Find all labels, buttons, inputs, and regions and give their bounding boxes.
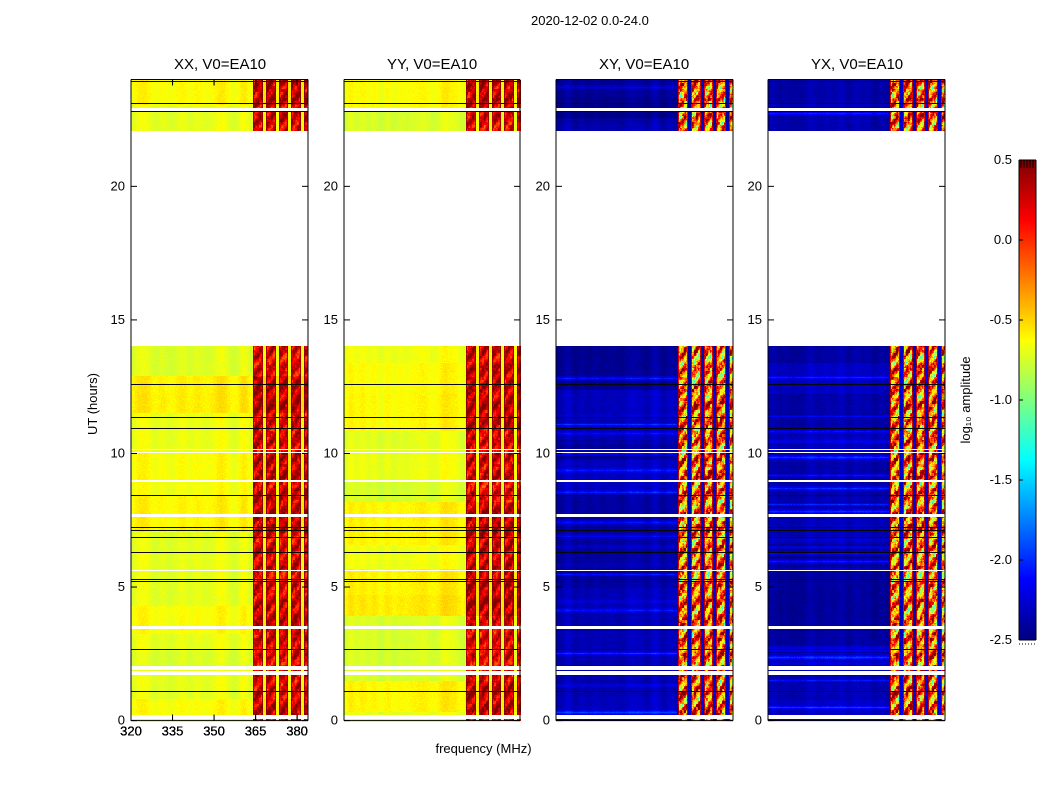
svg-text:350: 350: [203, 724, 225, 739]
svg-text:0.0: 0.0: [994, 232, 1012, 247]
svg-text:-2.5: -2.5: [990, 632, 1012, 647]
svg-text:20: 20: [536, 178, 550, 193]
svg-text:320: 320: [120, 724, 142, 739]
svg-text:10: 10: [536, 445, 550, 460]
svg-text:380: 380: [286, 724, 308, 739]
svg-text:20: 20: [748, 178, 762, 193]
svg-text:0: 0: [118, 713, 125, 728]
svg-text:UT (hours): UT (hours): [85, 373, 100, 435]
svg-text:20: 20: [111, 178, 125, 193]
svg-text:10: 10: [324, 445, 338, 460]
svg-text:5: 5: [543, 579, 550, 594]
svg-text:320: 320: [120, 724, 142, 739]
svg-text:320: 320: [120, 724, 142, 739]
svg-text:365: 365: [245, 724, 267, 739]
svg-text:-2.0: -2.0: [990, 552, 1012, 567]
svg-text:335: 335: [162, 724, 184, 739]
svg-text:-1.5: -1.5: [990, 472, 1012, 487]
svg-text:5: 5: [755, 579, 762, 594]
svg-text:15: 15: [111, 312, 125, 327]
svg-text:5: 5: [331, 579, 338, 594]
svg-text:0.5: 0.5: [994, 152, 1012, 167]
svg-text:365: 365: [245, 724, 267, 739]
svg-text:10: 10: [748, 445, 762, 460]
svg-text:350: 350: [203, 724, 225, 739]
svg-text:15: 15: [324, 312, 338, 327]
svg-text:380: 380: [286, 724, 308, 739]
svg-text:15: 15: [536, 312, 550, 327]
svg-text:365: 365: [245, 724, 267, 739]
svg-text:335: 335: [162, 724, 184, 739]
svg-text:380: 380: [286, 724, 308, 739]
svg-text:350: 350: [203, 724, 225, 739]
svg-text:-1.0: -1.0: [990, 392, 1012, 407]
svg-text:335: 335: [162, 724, 184, 739]
svg-text:10: 10: [111, 445, 125, 460]
svg-text:frequency (MHz): frequency (MHz): [435, 741, 531, 756]
svg-text:350: 350: [203, 724, 225, 739]
svg-text:0: 0: [331, 713, 338, 728]
svg-text:380: 380: [286, 724, 308, 739]
svg-text:335: 335: [162, 724, 184, 739]
svg-text:365: 365: [245, 724, 267, 739]
svg-text:5: 5: [118, 579, 125, 594]
svg-text:0: 0: [543, 713, 550, 728]
svg-text:320: 320: [120, 724, 142, 739]
svg-text:-0.5: -0.5: [990, 312, 1012, 327]
svg-text:20: 20: [324, 178, 338, 193]
svg-text:15: 15: [748, 312, 762, 327]
svg-text:0: 0: [755, 713, 762, 728]
svg-text:log₁₀ amplitude: log₁₀ amplitude: [958, 356, 973, 443]
